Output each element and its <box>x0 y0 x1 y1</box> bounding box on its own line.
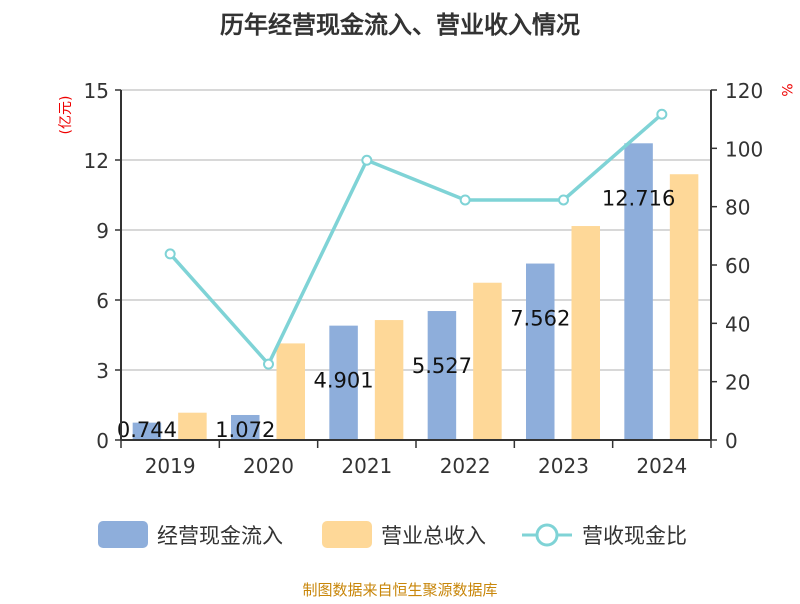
point-ratio <box>263 358 274 370</box>
point-ratio <box>656 108 668 120</box>
data-label-cash-inflow: 7.562 <box>510 307 570 331</box>
legend-swatch-cash-inflow <box>98 521 148 548</box>
bar-revenue <box>571 226 600 440</box>
left-tick-label: 9 <box>96 219 109 243</box>
point-ratio <box>361 154 373 166</box>
legend-label-revenue: 营业总收入 <box>381 524 486 548</box>
x-tick-label: 2020 <box>243 454 294 478</box>
legend-swatch-revenue <box>322 521 372 548</box>
point-ratio <box>558 194 569 206</box>
bar-cash-inflow <box>132 422 162 440</box>
left-tick-label: 3 <box>96 359 109 383</box>
left-tick-label: 6 <box>96 289 109 313</box>
bar-revenue <box>374 320 404 440</box>
data-label-cash-inflow: 12.716 <box>602 186 675 210</box>
legend-item-cash-inflow[interactable]: 经营现金流入 <box>98 521 283 548</box>
line-ratio <box>168 112 663 368</box>
x-tick-label: 2023 <box>538 454 589 478</box>
data-label-cash-inflow: 5.527 <box>412 354 472 378</box>
legend-marker-ratio <box>535 523 559 547</box>
legend-label-ratio: 营收现金比 <box>582 524 687 548</box>
right-tick-label: 20 <box>725 371 750 395</box>
right-tick-label: 60 <box>725 254 750 278</box>
bar-cash-inflow <box>526 263 555 440</box>
left-tick-label: 0 <box>96 429 109 453</box>
bar-cash-inflow <box>329 325 358 440</box>
bar-revenue <box>178 412 207 440</box>
chart-title: 历年经营现金流入、营业收入情况 <box>220 11 580 39</box>
x-tick-label: 2024 <box>636 454 687 478</box>
bar-revenue <box>669 174 699 440</box>
legend: 经营现金流入 营业总收入 营收现金比 <box>98 521 687 548</box>
right-tick-label: 40 <box>725 312 750 336</box>
right-axis-label: % <box>778 83 794 96</box>
bar-cash-inflow <box>231 414 260 440</box>
legend-label-cash-inflow: 经营现金流入 <box>157 524 283 548</box>
point-ratio <box>459 194 471 206</box>
bar-revenue <box>473 282 502 440</box>
bar-revenue <box>276 343 305 440</box>
bar-cash-inflow <box>427 311 457 440</box>
data-label-cash-inflow: 0.744 <box>117 418 177 442</box>
data-label-cash-inflow: 4.901 <box>314 369 374 393</box>
right-tick-label: 100 <box>725 137 763 161</box>
footer-source: 制图数据来自恒生聚源数据库 <box>302 581 497 599</box>
x-tick-label: 2021 <box>341 454 392 478</box>
data-label-cash-inflow: 1.072 <box>215 418 275 442</box>
right-tick-label: 0 <box>725 429 738 453</box>
bar-cash-inflow <box>624 143 653 440</box>
legend-item-revenue[interactable]: 营业总收入 <box>322 521 486 548</box>
left-tick-label: 15 <box>84 79 109 103</box>
left-axis-label: (亿元) <box>58 96 74 135</box>
right-tick-label: 120 <box>725 79 763 103</box>
point-ratio <box>164 248 176 260</box>
left-tick-label: 12 <box>84 149 109 173</box>
right-tick-label: 80 <box>725 196 750 220</box>
x-tick-label: 2022 <box>440 454 491 478</box>
x-tick-label: 2019 <box>145 454 196 478</box>
legend-item-ratio[interactable]: 营收现金比 <box>522 523 687 548</box>
